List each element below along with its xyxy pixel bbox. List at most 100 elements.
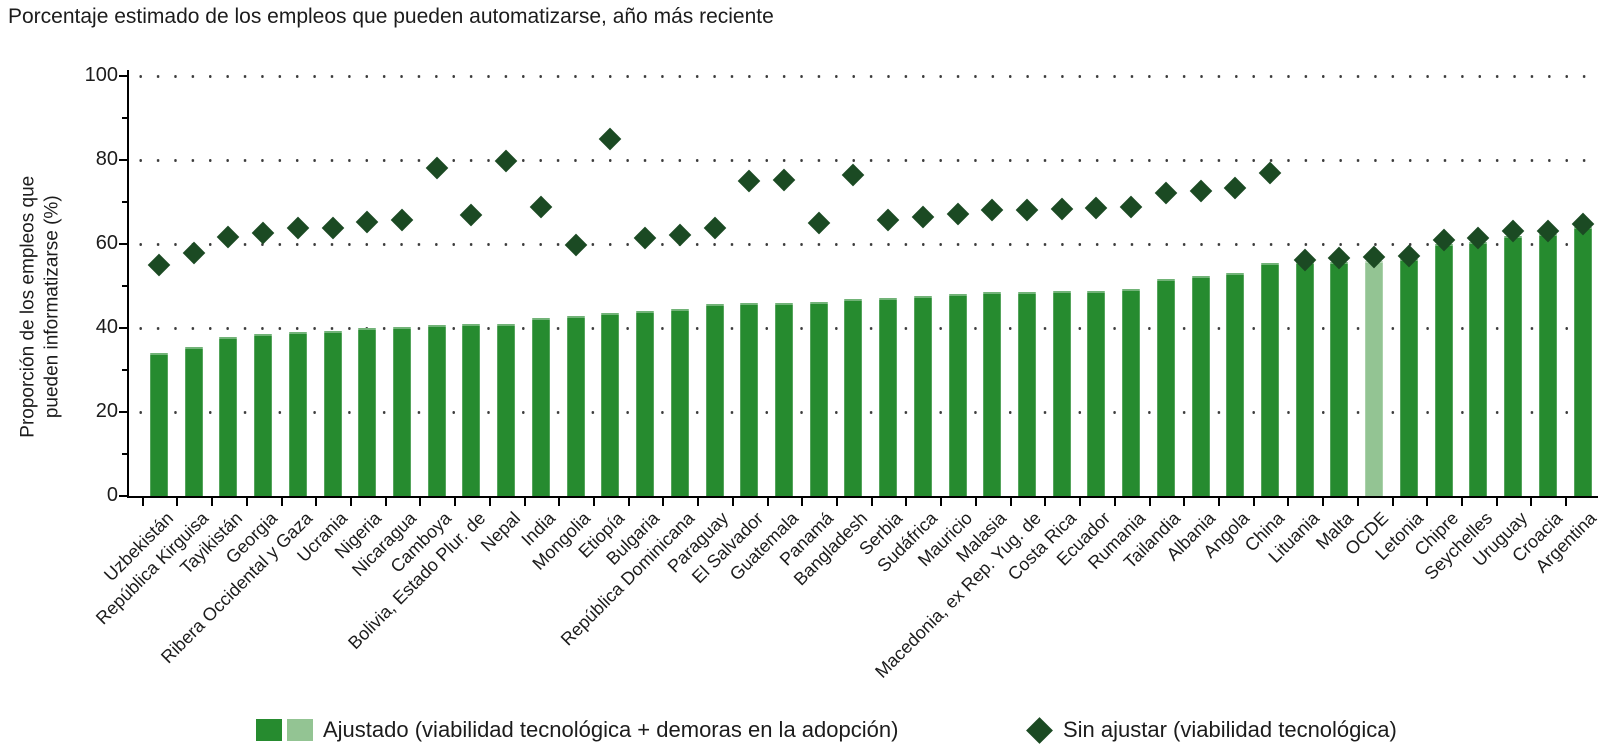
x-tick <box>1287 497 1290 506</box>
bar <box>184 346 203 496</box>
bar <box>462 323 481 496</box>
bar <box>913 296 932 496</box>
legend-swatch-adjusted-dark <box>256 719 282 741</box>
x-tick <box>1530 497 1533 506</box>
bar <box>219 337 238 496</box>
bar <box>1469 242 1488 496</box>
x-tick <box>1461 497 1463 506</box>
x-tick <box>627 497 630 506</box>
x-tick <box>176 497 179 506</box>
y-tick-label-100: 100 <box>84 64 118 86</box>
diamond-marker <box>633 226 657 250</box>
bar <box>983 292 1002 496</box>
x-tick <box>1183 497 1186 506</box>
x-tick <box>523 497 526 506</box>
x-tick <box>1009 497 1012 506</box>
bar <box>879 298 898 496</box>
y-minor-tick-90 <box>122 117 128 119</box>
bar <box>670 308 689 496</box>
y-tick-label-20: 20 <box>95 400 118 422</box>
bar <box>1538 233 1557 496</box>
diamond-marker <box>807 211 830 235</box>
x-tick <box>349 497 352 506</box>
y-tick-40 <box>119 327 128 329</box>
y-tick-20 <box>119 411 128 413</box>
diamond-marker <box>355 210 379 234</box>
diamond-marker <box>286 217 310 240</box>
bar <box>1191 275 1210 496</box>
diamond-marker <box>772 168 796 192</box>
bar <box>1365 260 1384 496</box>
diamond-marker <box>980 199 1004 222</box>
diamond-marker <box>1085 196 1108 220</box>
x-tick <box>245 497 248 506</box>
bar <box>809 301 828 496</box>
bar <box>774 302 793 496</box>
x-tick <box>593 497 595 506</box>
gridline-80 <box>132 158 1596 162</box>
diamond-marker <box>599 128 622 151</box>
x-tick <box>870 497 873 506</box>
diamond-marker <box>1223 176 1247 200</box>
x-tick <box>662 497 665 506</box>
gridline-60 <box>132 242 1596 246</box>
diamond-marker <box>946 202 969 226</box>
x-tick <box>141 497 144 506</box>
x-tick <box>801 497 804 506</box>
legend-diamond-icon <box>1026 716 1053 744</box>
y-minor-tick-70 <box>122 201 128 203</box>
legend-label-unadjusted: Sin ajustar (viabilidad tecnológica) <box>1063 717 1397 742</box>
x-tick <box>1079 497 1082 506</box>
legend-swatch-adjusted-light <box>287 719 313 741</box>
x-tick <box>1356 497 1359 506</box>
bar <box>288 331 307 496</box>
x-tick <box>1148 497 1151 506</box>
diamond-marker <box>460 203 483 227</box>
diamond-marker <box>147 253 171 277</box>
legend-item-adjusted: Ajustado (viabilidad tecnológica + demor… <box>256 712 898 748</box>
gridline-40 <box>132 326 1596 330</box>
bar <box>566 316 585 496</box>
x-tick <box>1391 497 1394 506</box>
diamond-marker <box>876 208 900 231</box>
bar <box>1434 244 1453 496</box>
x-tick <box>419 497 422 506</box>
diamond-marker <box>737 170 761 193</box>
bar <box>497 323 516 496</box>
chart-title: Porcentaje estimado de los empleos que p… <box>8 5 774 28</box>
bar <box>1261 263 1280 496</box>
y-minor-tick-30 <box>122 369 128 371</box>
bar <box>740 303 759 496</box>
x-tick <box>211 497 214 506</box>
diamond-marker <box>1050 197 1074 221</box>
bar <box>636 311 655 496</box>
bar <box>1018 291 1036 496</box>
x-tick <box>905 497 908 506</box>
y-tick-80 <box>119 159 128 161</box>
y-minor-tick-50 <box>122 285 128 287</box>
x-tick <box>1495 497 1498 506</box>
x-tick <box>1113 497 1116 506</box>
y-tick-100 <box>119 75 128 77</box>
legend-item-unadjusted: Sin ajustar (viabilidad tecnológica) <box>1026 712 1397 748</box>
diamond-marker <box>1258 161 1282 184</box>
diamond-marker <box>703 216 726 240</box>
bar <box>1504 235 1523 496</box>
diamond-marker <box>1015 198 1039 221</box>
bar <box>393 327 412 496</box>
bar <box>323 331 342 496</box>
x-tick <box>1322 497 1325 506</box>
y-tick-label-60: 60 <box>95 232 118 254</box>
bar <box>1156 278 1175 496</box>
bar <box>1330 261 1349 496</box>
bar <box>948 293 967 496</box>
x-tick <box>974 497 977 506</box>
diamond-marker <box>1154 181 1178 205</box>
bar <box>601 313 620 496</box>
gridline-100 <box>132 74 1596 78</box>
bar <box>844 298 863 496</box>
x-tick <box>384 497 387 506</box>
y-tick-0 <box>119 495 128 497</box>
x-tick <box>731 497 734 506</box>
